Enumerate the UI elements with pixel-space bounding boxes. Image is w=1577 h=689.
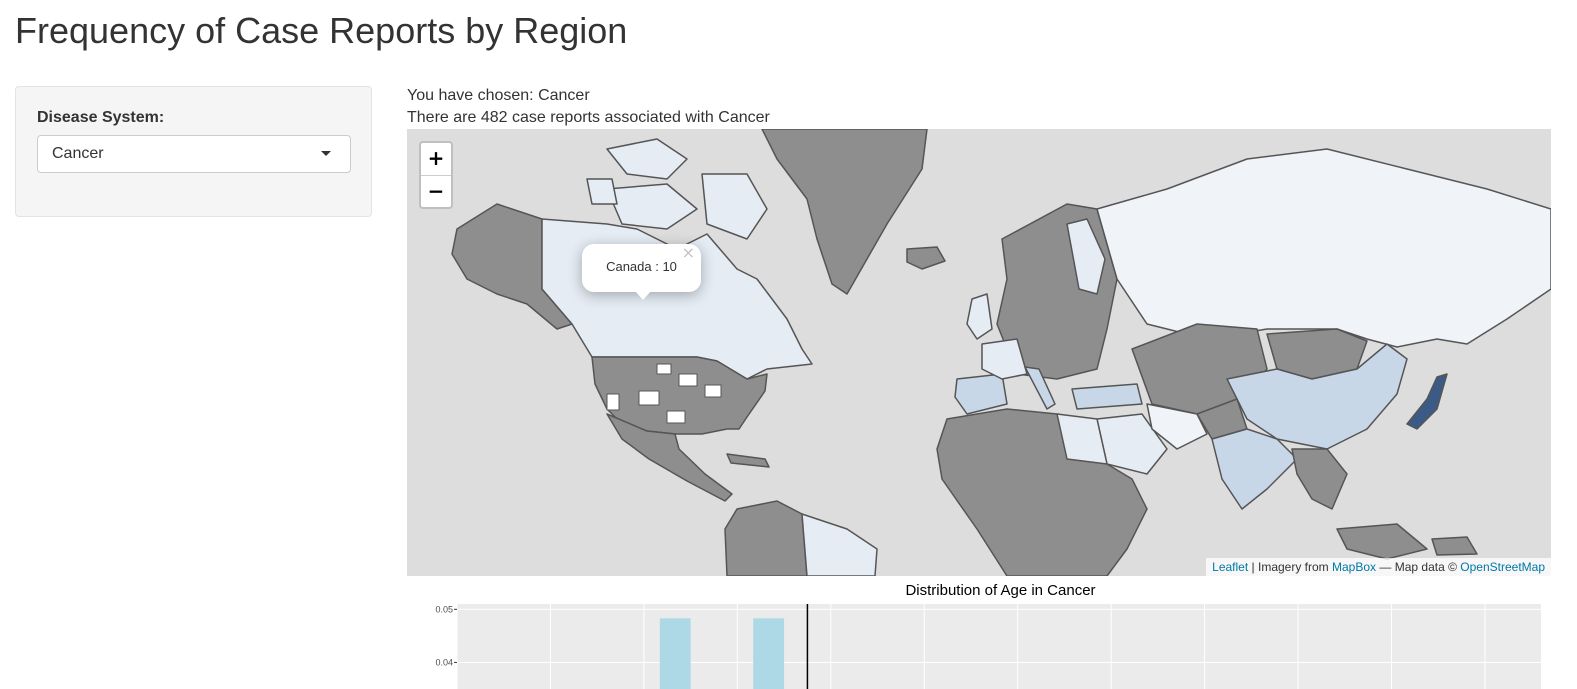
page-title: Frequency of Case Reports by Region [15, 10, 628, 51]
age-histogram: 0.05 0.04 [435, 604, 1541, 689]
data-prefix: — Map data © [1379, 560, 1457, 574]
region-india [1211, 428, 1298, 510]
region-russia [1096, 148, 1551, 348]
histogram-bar [659, 618, 691, 689]
region-egypt [1056, 413, 1108, 465]
histogram-y-axis: 0.05 0.04 [435, 604, 457, 667]
histogram-panel [457, 604, 1541, 689]
region-us-state [678, 373, 698, 387]
region-mexico [606, 413, 733, 502]
region-arctic-islands [701, 173, 768, 240]
map-canvas[interactable] [407, 129, 1551, 576]
histogram-y-tick-label: 0.05 [435, 604, 453, 614]
region-scandinavia [1066, 218, 1106, 295]
region-us-state [704, 384, 722, 398]
region-canada [541, 218, 813, 380]
region-cuba [726, 453, 770, 468]
map-attribution: Leaflet | Imagery from MapBox — Map data… [1206, 558, 1551, 576]
region-arctic-islands [606, 183, 698, 230]
zoom-out-button[interactable]: − [427, 179, 445, 203]
chevron-down-icon [321, 151, 331, 156]
region-brazil [801, 513, 878, 576]
region-turkey [1071, 383, 1143, 410]
region-france [981, 338, 1028, 380]
sidebar-panel: Disease System: Cancer [15, 86, 372, 217]
mapbox-link[interactable]: MapBox [1332, 560, 1377, 574]
region-spain [954, 373, 1008, 415]
map-popup: Canada : 10 × [582, 243, 701, 300]
chosen-text: You have chosen: Cancer [407, 87, 590, 104]
region-uk [966, 293, 993, 340]
region-us-state [656, 363, 672, 375]
histogram-bar [753, 618, 785, 689]
popup-tip [635, 291, 651, 300]
region-south-america [724, 500, 808, 576]
disease-system-select[interactable]: Cancer [37, 135, 351, 173]
region-arctic-islands [606, 138, 688, 180]
region-iceland [906, 246, 946, 270]
world-map[interactable]: + − Canada : 10 × Leaflet | Imagery from… [407, 129, 1551, 576]
close-icon[interactable]: × [681, 243, 695, 262]
histogram-y-tick-label: 0.04 [435, 657, 453, 667]
region-china [1226, 343, 1408, 450]
leaflet-link[interactable]: Leaflet [1212, 560, 1249, 574]
zoom-in-button[interactable]: + [421, 143, 451, 176]
region-iran [1146, 403, 1208, 450]
histogram-title: Distribution of Age in Cancer [905, 582, 1096, 599]
region-se-asia [1291, 448, 1348, 510]
zoom-control: + − [419, 141, 453, 209]
histogram-bars [659, 618, 785, 689]
popup-text: Canada : 10 [606, 259, 677, 274]
disease-system-select-value: Cancer [52, 145, 104, 162]
disease-system-label: Disease System: [37, 109, 165, 126]
openstreetmap-link[interactable]: OpenStreetMap [1460, 560, 1545, 574]
region-japan [1406, 373, 1448, 430]
region-us-state [606, 393, 620, 411]
count-text: There are 482 case reports associated wi… [407, 109, 770, 126]
region-us-state [666, 410, 686, 424]
region-arctic-islands [586, 178, 618, 205]
region-indonesia [1336, 523, 1428, 560]
region-greenland [761, 129, 928, 295]
region-indonesia [1431, 536, 1478, 556]
histogram-grid [456, 604, 1541, 689]
region-italy [1024, 366, 1056, 410]
region-us-state [638, 390, 660, 406]
imagery-prefix: | Imagery from [1251, 560, 1329, 574]
